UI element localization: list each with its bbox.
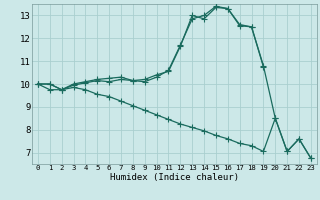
- X-axis label: Humidex (Indice chaleur): Humidex (Indice chaleur): [110, 173, 239, 182]
